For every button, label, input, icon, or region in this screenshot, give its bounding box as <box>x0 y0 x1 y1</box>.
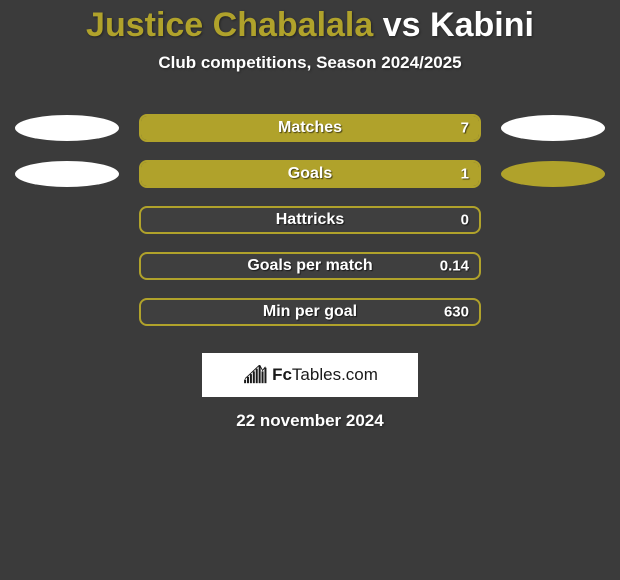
player2-name: Kabini <box>430 6 534 44</box>
comparison-card: Justice Chabalala vs Kabini Club competi… <box>0 6 620 580</box>
stat-label: Min per goal <box>141 303 479 321</box>
stat-label: Matches <box>141 119 479 137</box>
subtitle: Club competitions, Season 2024/2025 <box>0 53 620 73</box>
stat-row: Goals per match0.14 <box>0 243 620 289</box>
stat-row: Hattricks0 <box>0 197 620 243</box>
vs-text: vs <box>383 6 421 44</box>
stat-label: Goals per match <box>141 257 479 275</box>
fctables-chart-icon <box>242 365 268 385</box>
player1-name: Justice Chabalala <box>86 6 373 44</box>
page-title: Justice Chabalala vs Kabini <box>0 6 620 45</box>
stat-value: 7 <box>461 120 469 137</box>
stat-value: 0.14 <box>440 258 469 275</box>
stat-row: Goals1 <box>0 151 620 197</box>
right-ellipse <box>501 115 605 141</box>
logo-text: FcTables.com <box>272 365 378 385</box>
logo-box: FcTables.com <box>202 353 418 397</box>
date-stamp: 22 november 2024 <box>0 411 620 431</box>
left-ellipse <box>15 161 119 187</box>
stat-label: Hattricks <box>141 211 479 229</box>
stat-rows: Matches7Goals1Hattricks0Goals per match0… <box>0 105 620 335</box>
stat-value: 630 <box>444 304 469 321</box>
stat-bar: Matches7 <box>139 114 481 142</box>
stat-bar: Min per goal630 <box>139 298 481 326</box>
stat-row: Matches7 <box>0 105 620 151</box>
stat-bar: Hattricks0 <box>139 206 481 234</box>
stat-label: Goals <box>141 165 479 183</box>
logo-part-tables: Tables <box>292 365 341 384</box>
stat-value: 0 <box>461 212 469 229</box>
stat-bar: Goals1 <box>139 160 481 188</box>
right-ellipse <box>501 161 605 187</box>
left-ellipse <box>15 115 119 141</box>
stat-value: 1 <box>461 166 469 183</box>
logo-part-fc: Fc <box>272 365 292 384</box>
logo-part-dotcom: .com <box>341 365 378 384</box>
stat-bar: Goals per match0.14 <box>139 252 481 280</box>
stat-row: Min per goal630 <box>0 289 620 335</box>
